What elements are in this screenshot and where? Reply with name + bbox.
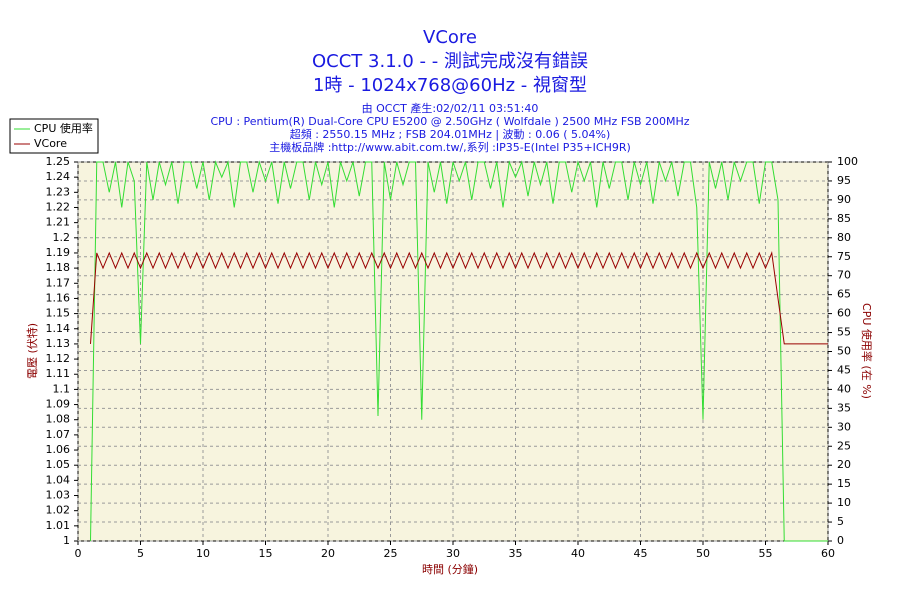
x-tick-label: 50 [696, 547, 710, 560]
y-tick-label: 1.23 [46, 185, 71, 198]
y2-tick-label: 85 [837, 212, 851, 225]
y-tick-label: 1.18 [46, 261, 71, 274]
chart-title: VCore [423, 27, 477, 48]
y2-tick-label: 65 [837, 288, 851, 301]
legend-box [9, 118, 99, 154]
y2-tick-label: 75 [837, 250, 851, 263]
legend-label: CPU 使用率 [34, 121, 93, 135]
y2-tick-label: 5 [837, 515, 844, 528]
y2-tick-label: 35 [837, 401, 851, 414]
y-tick-label: 1.01 [46, 519, 71, 532]
y-tick-label: 1.12 [46, 352, 71, 365]
y2-tick-label: 10 [837, 496, 851, 509]
info-line: 由 OCCT 產生:02/02/11 03:51:40 [362, 101, 539, 115]
y-tick-label: 1.25 [46, 155, 71, 168]
legend-label: VCore [34, 137, 67, 150]
y-tick-label: 1.22 [46, 200, 71, 213]
y-tick-label: 1.03 [46, 489, 71, 502]
y-tick-label: 1.1 [53, 382, 71, 395]
series-line [90, 160, 828, 542]
y2-tick-label: 60 [837, 307, 851, 320]
y-tick-label: 1.11 [46, 367, 71, 380]
y-axis-label: 電壓 (伏特) [25, 323, 39, 379]
y-tick-label: 1.2 [53, 231, 71, 244]
y-tick-label: 1.13 [46, 337, 71, 350]
y2-tick-label: 25 [837, 439, 851, 452]
y-tick-label: 1.21 [46, 216, 71, 229]
y-tick-label: 1.17 [46, 276, 71, 289]
x-tick-label: 25 [384, 547, 398, 560]
x-tick-label: 20 [321, 547, 335, 560]
x-tick-label: 0 [75, 547, 82, 560]
y-tick-label: 1.09 [46, 398, 71, 411]
y-tick-label: 1 [63, 534, 70, 547]
y2-tick-label: 55 [837, 326, 851, 339]
y2-tick-label: 80 [837, 231, 851, 244]
y-tick-label: 1.05 [46, 458, 71, 471]
x-tick-label: 15 [259, 547, 273, 560]
info-line: 超頻 : 2550.15 MHz ; FSB 204.01MHz | 波動 : … [290, 127, 611, 141]
y-tick-label: 1.19 [46, 246, 71, 259]
y2-tick-label: 15 [837, 477, 851, 490]
y-tick-label: 1.24 [46, 170, 71, 183]
x-tick-label: 5 [137, 547, 144, 560]
y2-tick-label: 90 [837, 193, 851, 206]
y2-axis-label: CPU 使用率 (在 %) [860, 303, 874, 399]
x-tick-label: 45 [634, 547, 648, 560]
y-tick-label: 1.08 [46, 413, 71, 426]
series-line [90, 251, 828, 345]
x-tick-label: 30 [446, 547, 460, 560]
x-axis-label: 時間 (分鐘) [422, 562, 478, 576]
info-line: CPU : Pentium(R) Dual-Core CPU E5200 @ 2… [210, 115, 689, 128]
y2-tick-label: 20 [837, 458, 851, 471]
y2-tick-label: 40 [837, 382, 851, 395]
y-tick-label: 1.07 [46, 428, 71, 441]
x-tick-label: 60 [821, 547, 835, 560]
y-tick-label: 1.14 [46, 322, 71, 335]
y2-tick-label: 95 [837, 174, 851, 187]
x-tick-label: 35 [509, 547, 523, 560]
y2-tick-label: 70 [837, 269, 851, 282]
x-tick-label: 55 [759, 547, 773, 560]
y2-tick-label: 0 [837, 534, 844, 547]
x-tick-label: 40 [571, 547, 585, 560]
legend: CPU 使用率 VCore [9, 118, 99, 154]
y2-tick-label: 45 [837, 363, 851, 376]
y2-tick-label: 100 [837, 155, 858, 168]
y2-tick-label: 50 [837, 345, 851, 358]
subtitle: OCCT 3.1.0 - - 測試完成沒有錯誤 [312, 51, 588, 72]
y-tick-label: 1.06 [46, 443, 71, 456]
y-tick-label: 1.15 [46, 307, 71, 320]
y-tick-label: 1.16 [46, 291, 71, 304]
y-tick-label: 1.02 [46, 504, 71, 517]
y-tick-label: 1.04 [46, 473, 71, 486]
y2-tick-label: 30 [837, 420, 851, 433]
subtitle: 1時 - 1024x768@60Hz - 視窗型 [313, 75, 587, 96]
info-line: 主機板品牌 :http://www.abit.com.tw/,系列 :IP35-… [269, 140, 631, 154]
x-tick-label: 10 [196, 547, 210, 560]
